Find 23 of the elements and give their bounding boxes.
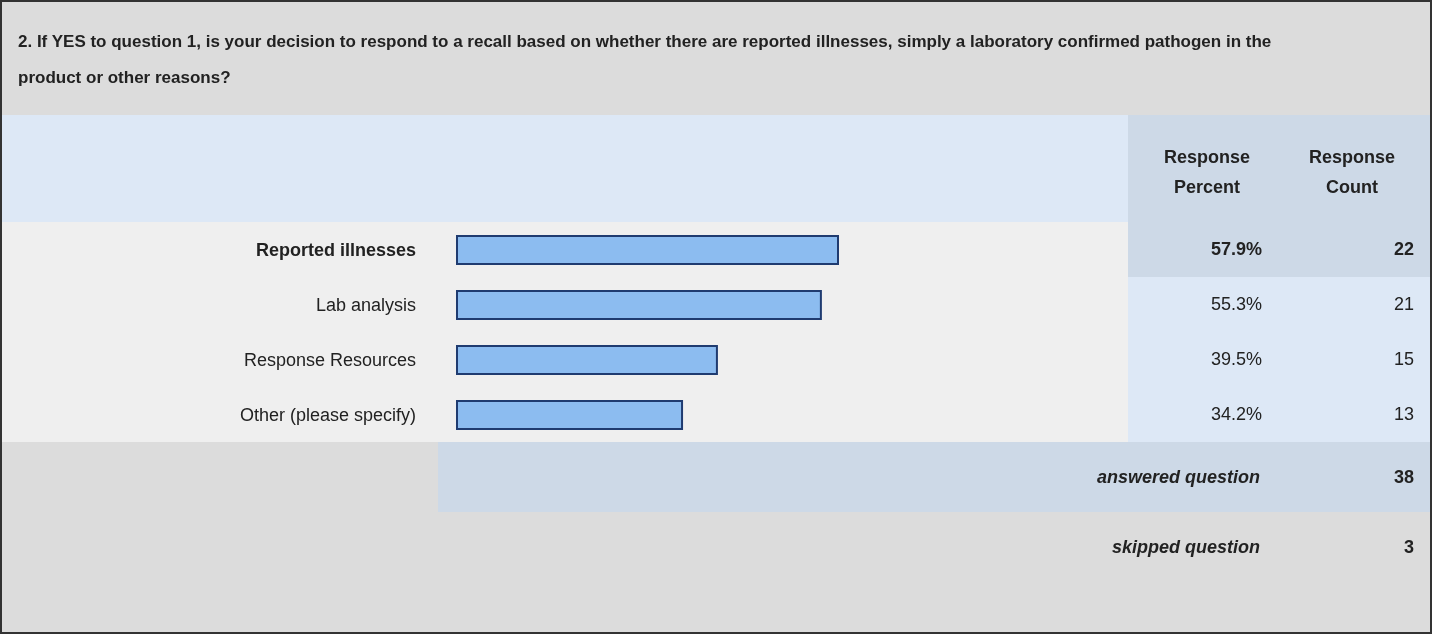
y-tick-label: Reported illnesses	[255, 239, 416, 260]
data-label: 57.9%	[1209, 238, 1262, 261]
bar	[456, 400, 684, 430]
text: 21	[1392, 293, 1414, 316]
text: Response Percent	[1163, 146, 1251, 199]
y-tick-label: Other (please specify)	[239, 404, 416, 425]
data-label: 55.3%	[1209, 293, 1262, 316]
text: 13	[1392, 403, 1414, 426]
text: skipped question	[1110, 536, 1260, 559]
text: Response Count	[1308, 146, 1396, 199]
bar	[456, 290, 822, 320]
text: answered question	[1095, 466, 1260, 489]
y-tick-label: Lab analysis	[315, 294, 416, 315]
text: 15	[1392, 348, 1414, 371]
y-tick-label: Response Resources	[243, 349, 416, 370]
bar	[456, 235, 839, 265]
data-label: 39.5%	[1209, 348, 1262, 371]
text: 22	[1392, 238, 1414, 261]
chart-title: 2. If YES to question 1, is your decision to respond to a recall based on whether there are reported illnesses, simply a laboratory confirmed pathogen in the product or other reasons?	[18, 31, 1273, 89]
bar	[456, 345, 718, 375]
data-label: 34.2%	[1209, 403, 1262, 426]
text: 38	[1392, 466, 1414, 489]
text: 3	[1403, 536, 1414, 559]
